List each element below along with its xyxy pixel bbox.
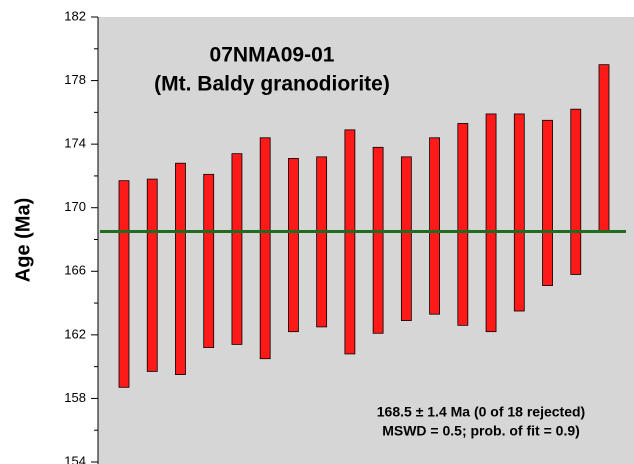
age-bar — [344, 129, 356, 355]
y-tick-label: 166 — [64, 263, 86, 278]
age-bar — [485, 113, 497, 333]
age-bar — [372, 146, 384, 334]
y-tick-label: 178 — [64, 72, 86, 87]
age-bar — [400, 156, 412, 321]
age-bar — [542, 119, 553, 286]
y-tick-label: 182 — [64, 8, 86, 23]
annotation: 168.5 ± 1.4 Ma (0 of 18 rejected) — [377, 404, 585, 420]
chart-title: (Mt. Baldy granodiorite) — [154, 73, 390, 96]
age-bar — [288, 158, 299, 333]
age-bar — [118, 180, 130, 388]
age-bar — [203, 173, 215, 348]
age-bar — [259, 137, 271, 360]
y-tick-label: 174 — [64, 136, 86, 151]
y-tick-label: 162 — [64, 326, 86, 341]
age-bar — [316, 156, 328, 328]
y-tick-label: 158 — [64, 390, 86, 405]
chart-title: 07NMA09-01 — [210, 44, 335, 67]
age-bar — [231, 153, 243, 345]
age-bar — [457, 123, 469, 326]
age-bar — [429, 137, 440, 315]
annotation: MSWD = 0.5; prob. of fit = 0.9) — [382, 423, 580, 439]
age-bar — [598, 64, 610, 232]
age-bar — [513, 113, 525, 312]
y-tick-label: 154 — [64, 453, 86, 464]
age-bar — [175, 162, 186, 375]
age-bar — [146, 178, 158, 372]
age-bar — [570, 108, 582, 275]
y-tick-label: 170 — [64, 199, 86, 214]
y-axis-label: Age (Ma) — [12, 198, 34, 282]
